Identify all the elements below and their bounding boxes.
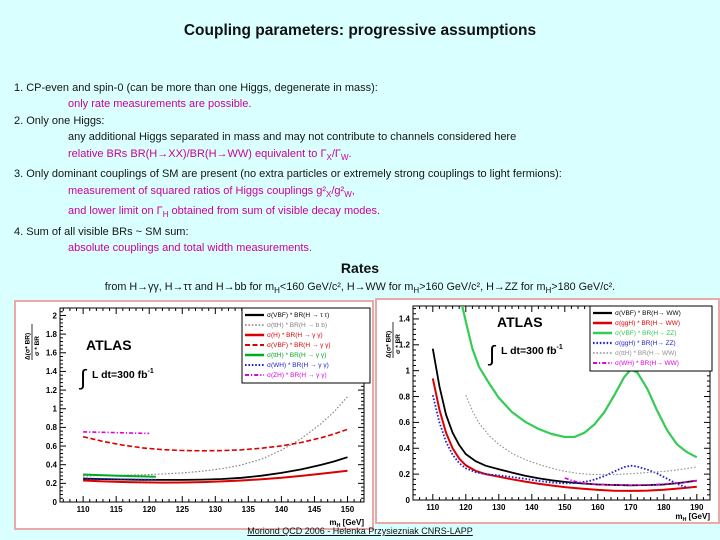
svg-text:1: 1: [53, 405, 58, 414]
assumption-line: 2. Only one Higgs:: [14, 114, 105, 127]
svg-text:σ * BR: σ * BR: [395, 334, 402, 354]
left-plot-panel: 110 115 120 125 130 135 140 145 150 0 0.2 0.4 0.6 0.8…: [14, 300, 374, 530]
series-group: [82, 396, 348, 484]
legend-entry-label: σ(ttH) * BR(H → γ γ): [267, 352, 326, 359]
integral-sign: ∫: [487, 341, 497, 366]
y-axis-label: Δ(σ* BR) σ * BR: [386, 322, 402, 358]
experiment-label: ATLAS: [86, 337, 132, 353]
legend-entry-label: σ(VBF) * BR(H→ ZZ): [615, 330, 676, 337]
svg-text:145: 145: [308, 505, 322, 514]
legend-entry-label: σ(ttH) * BR(H → b b): [267, 322, 327, 329]
assumption-line: absolute couplings and total width measu…: [68, 242, 312, 255]
axis-ticks: [412, 306, 711, 501]
legend-entry-label: σ(VBF) * BR(H→ WW): [615, 310, 681, 317]
svg-text:130: 130: [492, 503, 506, 512]
legend-entry-label: σ(H) * BR(H → γ γ): [267, 332, 323, 339]
assumption-line: measurement of squared ratios of Higgs c…: [68, 184, 355, 199]
svg-text:1.4: 1.4: [399, 315, 411, 324]
series-line-6: [83, 431, 150, 435]
series-line-4: [465, 394, 697, 476]
svg-text:130: 130: [209, 505, 223, 514]
footer-credit: Moriond QCD 2006 - Helenka Przysiezniak …: [247, 526, 473, 536]
luminosity-label: L dt=300 fb-1: [92, 368, 154, 381]
assumption-line: and lower limit on ΓH obtained from sum …: [68, 205, 381, 220]
rates-heading: Rates: [340, 260, 380, 276]
svg-text:135: 135: [242, 505, 256, 514]
series-line-2: [461, 306, 698, 459]
tick-labels: 110 120 130 140 150 160 170 180 190 0 0.2 0.4 0.6 0.8…: [399, 315, 704, 512]
svg-text:110: 110: [426, 503, 439, 512]
assumption-line: 1. CP-even and spin-0 (can be more than …: [14, 82, 378, 94]
svg-text:125: 125: [176, 505, 190, 514]
svg-text:120: 120: [143, 505, 157, 514]
legend-entry-label: σ(ggH) * BR(H→ WW): [615, 320, 680, 327]
svg-text:1.4: 1.4: [46, 367, 58, 376]
x-axis-label: mH [GeV]: [675, 512, 710, 522]
assumption-line: relative BRs BR(H→XX)/BR(H→WW) equivalen…: [68, 147, 352, 162]
assumption-line: only rate measurements are possible.: [68, 98, 252, 111]
series-line-0: [83, 456, 348, 481]
svg-text:0.6: 0.6: [399, 418, 411, 427]
svg-text:1.2: 1.2: [399, 341, 411, 350]
legend-entry-label: σ(ggH) * BR(H→ ZZ): [615, 340, 676, 347]
svg-text:σ * BR: σ * BR: [34, 336, 41, 356]
legend-entry-label: σ(WH) * BR(H → γ γ): [267, 362, 329, 369]
x-axis-label: mH [GeV]: [329, 518, 364, 528]
svg-text:0: 0: [53, 498, 58, 507]
y-axis-label: Δ(σ* BR) σ * BR: [25, 324, 41, 360]
legend-entry-label: σ(ttH) * BR(H→ WW): [615, 350, 676, 357]
svg-text:1: 1: [406, 366, 411, 375]
svg-text:0.8: 0.8: [46, 423, 58, 432]
svg-text:150: 150: [558, 503, 572, 512]
svg-text:110: 110: [77, 505, 90, 514]
chart-svg: 110 115 120 125 130 135 140 145 150 0 0.2 0.4 0.6 0.8…: [25, 307, 371, 528]
svg-text:0.4: 0.4: [399, 444, 411, 453]
svg-text:1.2: 1.2: [46, 386, 58, 395]
integral-sign: ∫: [78, 365, 88, 390]
svg-text:0.8: 0.8: [399, 392, 411, 401]
svg-text:Δ(σ* BR): Δ(σ* BR): [386, 331, 393, 358]
series-line-2: [83, 469, 348, 484]
slide-title: Coupling parameters: progressive assumpt…: [183, 22, 537, 39]
svg-text:1.6: 1.6: [46, 349, 58, 358]
svg-text:1.8: 1.8: [46, 330, 58, 339]
svg-text:190: 190: [690, 503, 704, 512]
legend-entry-label: σ(VBF) * BR(H → τ τ): [267, 312, 329, 319]
assumption-line: 4. Sum of all visible BRs ~ SM sum:: [14, 225, 189, 238]
legend: σ(VBF) * BR(H → τ τ) σ(ttH) * BR(H → b b)…: [241, 307, 371, 384]
rates-description: from H→γγ, H→ττ and H→bb for mH<160 GeV/…: [104, 281, 616, 296]
right-plot-panel: 110 120 130 140 150 160 170 180 190 0 0.2 0.4 0.6 0.8…: [375, 298, 720, 524]
svg-text:0.2: 0.2: [46, 479, 58, 488]
svg-text:140: 140: [275, 505, 289, 514]
series-group: [431, 306, 698, 492]
svg-text:160: 160: [591, 503, 605, 512]
svg-text:140: 140: [525, 503, 539, 512]
svg-text:2: 2: [53, 311, 58, 320]
assumption-line: 3. Only dominant couplings of SM are pre…: [14, 168, 562, 181]
luminosity-label: L dt=300 fb-1: [501, 344, 563, 357]
svg-text:Δ(σ* BR): Δ(σ* BR): [25, 333, 32, 360]
series-line-4: [83, 473, 156, 478]
assumptions-list: 1. CP-even and spin-0 (can be more than …: [14, 80, 714, 257]
svg-text:0.4: 0.4: [46, 460, 58, 469]
tick-labels: 110 115 120 125 130 135 140 145 150 0 0.2 0.4 0.6 0.8…: [46, 311, 355, 514]
legend-entry-label: σ(ZH) * BR(H → γ γ): [267, 372, 327, 379]
svg-text:0.6: 0.6: [46, 442, 58, 451]
svg-text:170: 170: [624, 503, 638, 512]
svg-text:120: 120: [459, 503, 473, 512]
svg-text:0: 0: [406, 496, 411, 505]
series-line-3: [82, 428, 348, 452]
svg-text:115: 115: [110, 505, 123, 514]
svg-text:150: 150: [341, 505, 355, 514]
chart-svg: 110 120 130 140 150 160 170 180 190 0 0.2 0.4 0.6 0.8…: [386, 305, 713, 522]
legend-entry-label: σ(VBF) * BR(H → γ γ): [267, 342, 331, 349]
svg-text:180: 180: [657, 503, 671, 512]
svg-text:0.2: 0.2: [399, 470, 411, 479]
experiment-label: ATLAS: [497, 314, 543, 330]
legend: σ(VBF) * BR(H→ WW) σ(ggH) * BR(H→ WW) σ(VB…: [589, 305, 713, 372]
series-line-1: [431, 378, 697, 492]
legend-entry-label: σ(WH) * BR(H→ WW): [615, 360, 679, 367]
assumption-line: any additional Higgs separated in mass a…: [68, 131, 517, 144]
